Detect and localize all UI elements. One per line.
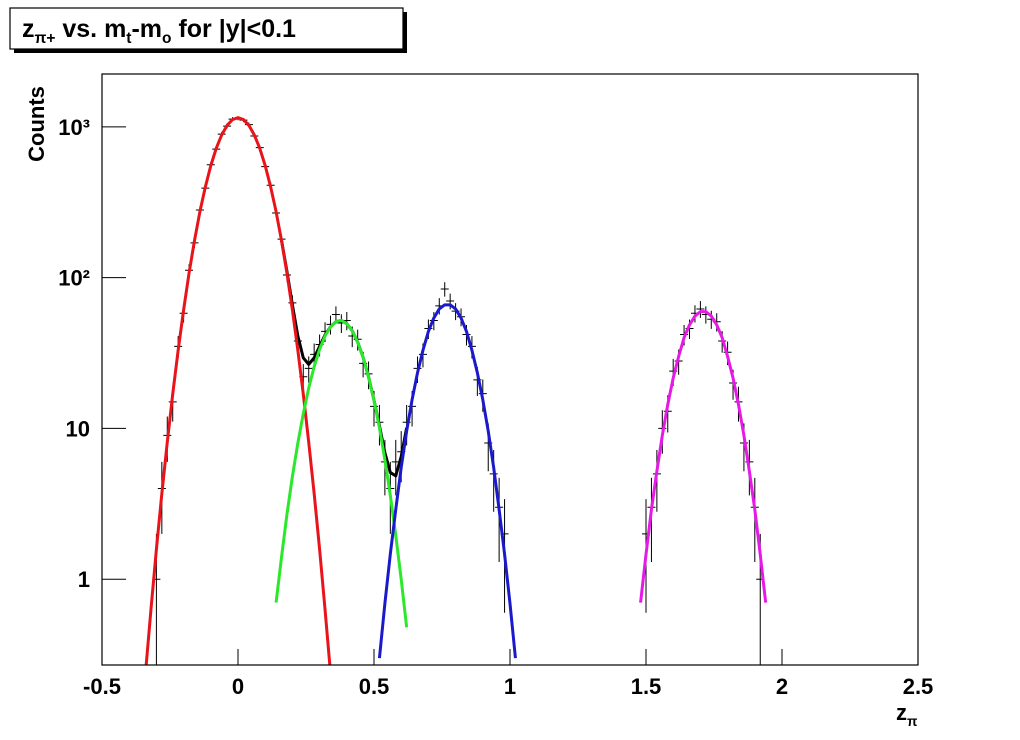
data-point [446,293,455,310]
data-point [696,301,705,318]
y-tick-label: 10 [66,416,90,441]
chart-title: zπ+ vs. mt-mo for |y|<0.1 [22,15,296,47]
x-axis-label: zπ [896,700,918,729]
plot-area [144,116,768,665]
fit-curve [377,303,517,659]
data-point [304,356,313,384]
text-run: z [22,15,35,43]
text-run: z [896,700,907,725]
y-tick-label: 10² [58,266,90,291]
title-box [9,7,404,50]
data-point [440,282,449,297]
text-run: vs. m [55,15,126,43]
text-run: for |y|<0.1 [172,15,297,43]
x-tick-label: 0 [232,674,244,699]
x-tick-label: 1 [504,674,516,699]
y-tick-label: 1 [78,567,90,592]
x-tick-label: 2 [776,674,788,699]
x-tick-label: 1.5 [631,674,662,699]
x-tick-label: 2.5 [903,674,934,699]
x-tick-label: -0.5 [83,674,121,699]
text-run: -m [131,15,162,43]
subscript: o [162,30,171,47]
fit-curve [274,318,409,628]
fit-curve [639,310,768,603]
subscript: π+ [35,30,56,47]
subscript: t [126,30,131,47]
subscript: π [907,714,918,729]
y-tick-label: 10³ [58,115,90,140]
fit-curve [144,116,332,665]
x-tick-label: 0.5 [359,674,390,699]
y-axis-label: Counts [24,86,49,162]
